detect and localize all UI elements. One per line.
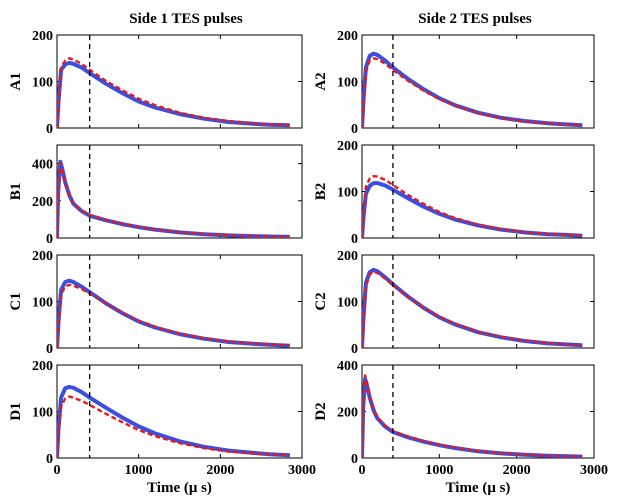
left-column-title: Side 1 TES pulses: [129, 11, 243, 27]
series-model-line: [57, 162, 290, 238]
x-tick-label: 3000: [580, 463, 608, 478]
y-axis-label: D1: [8, 402, 24, 420]
plot-area: [361, 364, 595, 459]
panel-d2: 0 1000 2000 3000 0 200 400 D2 Time (μ s): [313, 359, 608, 496]
x-tick-label: 0: [54, 463, 61, 478]
y-tick-label: 100: [337, 186, 358, 201]
x-tick-label: 0: [359, 463, 366, 478]
y-tick-label: 0: [351, 342, 358, 357]
y-tick-label: 400: [32, 158, 53, 173]
series-model-line: [362, 270, 583, 348]
y-tick-label: 200: [337, 139, 358, 154]
panel-c1: 0 100 200 C1: [8, 249, 303, 357]
y-tick-label: 200: [337, 29, 358, 44]
y-axis-label: A1: [8, 72, 24, 90]
series-measured-line: [57, 384, 290, 458]
series-model-line: [362, 374, 583, 458]
y-axis-label: A2: [313, 72, 329, 90]
series-model-line: [362, 174, 583, 238]
x-tick-label: 1000: [125, 463, 153, 478]
y-axis-label: D2: [313, 402, 329, 420]
x-axis-label: Time (μ s): [446, 480, 511, 496]
y-tick-label: 0: [46, 452, 53, 467]
y-tick-label: 100: [337, 76, 358, 91]
right-column-title: Side 2 TES pulses: [418, 11, 532, 27]
y-tick-label: 200: [32, 29, 53, 44]
x-tick-label: 2000: [206, 463, 234, 478]
y-tick-label: 200: [32, 249, 53, 264]
series-model-line: [362, 57, 583, 128]
y-tick-label: 0: [351, 122, 358, 137]
y-tick-label: 0: [351, 452, 358, 467]
plot-area: [56, 144, 303, 239]
y-tick-label: 200: [32, 359, 53, 374]
y-tick-label: 200: [337, 406, 358, 421]
series-model-line: [57, 395, 290, 458]
y-axis-label: C2: [313, 292, 329, 310]
y-axis-label: B2: [313, 183, 329, 201]
x-tick-label: 1000: [425, 463, 453, 478]
y-tick-label: 0: [46, 122, 53, 137]
panel-b2: 0 100 200 B2: [313, 139, 595, 247]
y-tick-label: 200: [32, 195, 53, 210]
y-axis-label: B1: [8, 183, 24, 201]
panel-a1: 0 100 200 A1: [8, 29, 303, 137]
y-tick-label: 0: [46, 342, 53, 357]
y-axis-label: C1: [8, 292, 24, 310]
x-tick-label: 2000: [503, 463, 531, 478]
series-model-line: [57, 57, 290, 128]
y-tick-label: 0: [46, 232, 53, 247]
panel-a2: 0 100 200 A2: [313, 29, 595, 137]
y-tick-label: 100: [32, 296, 53, 311]
panel-c2: 0 100 200 C2: [313, 249, 595, 357]
series-measured-line: [362, 181, 583, 238]
y-tick-label: 100: [337, 296, 358, 311]
y-tick-label: 400: [337, 359, 358, 374]
y-tick-label: 100: [32, 406, 53, 421]
panel-b1: 0 200 400 B1: [8, 144, 303, 247]
panel-d1: 0 1000 2000 3000 0 100 200 D1 Time (μ s): [8, 359, 316, 496]
x-tick-label: 3000: [288, 463, 316, 478]
x-axis-label: Time (μ s): [147, 480, 212, 496]
y-tick-label: 100: [32, 76, 53, 91]
y-tick-label: 0: [351, 232, 358, 247]
y-tick-label: 200: [337, 249, 358, 264]
series-model-line: [57, 283, 290, 348]
